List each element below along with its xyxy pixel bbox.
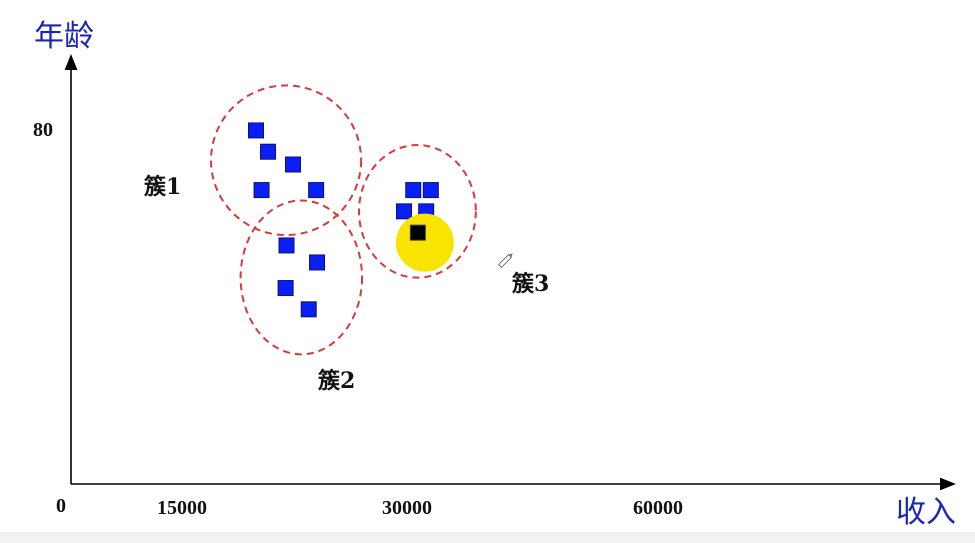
data-point-cluster3-1 xyxy=(405,182,422,199)
data-point-cluster2-2 xyxy=(309,254,326,271)
data-point-cluster1-3 xyxy=(285,156,301,173)
data-point-cluster1-1 xyxy=(248,122,264,139)
cluster-outline-1 xyxy=(210,84,363,237)
cluster-outline-3 xyxy=(358,144,477,279)
cluster-label-1: 簇1 xyxy=(144,174,181,200)
data-point-cluster3-3 xyxy=(396,203,412,220)
data-point-cluster2-3 xyxy=(277,280,294,297)
x-tick-label-60000: 60000 xyxy=(633,497,683,519)
y-tick-label-80: 80 xyxy=(33,119,53,141)
data-point-cluster1-4 xyxy=(253,182,270,199)
pen-cursor-icon xyxy=(498,253,513,268)
origin-label: 0 xyxy=(56,495,66,517)
data-point-cluster2-4 xyxy=(300,301,317,318)
clusters-layer xyxy=(210,84,477,356)
cluster-label-2: 簇2 xyxy=(318,368,355,394)
highlight-circle xyxy=(395,213,454,272)
data-point-cluster3-2 xyxy=(422,182,439,199)
data-point-cluster1-5 xyxy=(308,182,325,199)
points-layer xyxy=(248,122,454,318)
bottom-strip xyxy=(0,532,975,543)
x-axis-title: 收入 xyxy=(896,495,956,530)
x-tick-label-15000: 15000 xyxy=(157,497,207,519)
y-axis-title: 年龄 xyxy=(34,19,94,54)
x-tick-label-30000: 30000 xyxy=(382,497,432,519)
cluster-label-3: 簇3 xyxy=(512,271,549,297)
data-point-cluster2-1 xyxy=(278,237,295,254)
cluster-outline-2 xyxy=(239,199,364,356)
data-point-selected xyxy=(409,224,426,241)
data-point-cluster1-2 xyxy=(260,143,277,160)
